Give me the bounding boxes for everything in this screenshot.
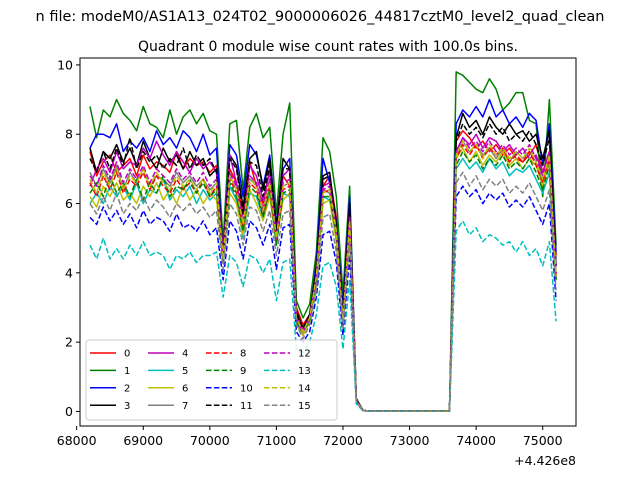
legend-label-1: 1 xyxy=(124,366,130,377)
legend-label-10: 10 xyxy=(240,383,253,394)
legend-label-5: 5 xyxy=(182,366,188,377)
legend-label-8: 8 xyxy=(240,349,246,360)
legend-box xyxy=(85,339,338,421)
y-tick-label-4: 4 xyxy=(65,265,73,280)
legend-label-4: 4 xyxy=(182,349,188,360)
series-line-11 xyxy=(89,123,557,412)
x-tick-label-74000: 74000 xyxy=(456,433,496,448)
series-line-13 xyxy=(89,220,557,412)
x-tick-label-75000: 75000 xyxy=(523,433,563,448)
series-line-15 xyxy=(89,171,557,412)
x-tick-label-68000: 68000 xyxy=(57,433,97,448)
legend-label-6: 6 xyxy=(182,383,188,394)
legend-label-7: 7 xyxy=(182,401,188,412)
series-line-3 xyxy=(89,112,557,412)
figure-suptitle: n file: modeM0/AS1A13_024T02_9000006026_… xyxy=(36,9,605,25)
y-tick-label-8: 8 xyxy=(65,127,73,142)
series-line-12 xyxy=(89,136,557,412)
series-line-9 xyxy=(89,150,557,412)
legend-label-3: 3 xyxy=(124,401,130,412)
legend-label-2: 2 xyxy=(124,383,130,394)
x-axis: 68000 69000 70000 71000 72000 73000 74000 75000 xyxy=(57,426,563,448)
series-line-14 xyxy=(89,140,557,412)
x-tick-label-69000: 69000 xyxy=(123,433,163,448)
y-tick-label-10: 10 xyxy=(57,57,73,72)
legend-label-9: 9 xyxy=(240,366,246,377)
legend-label-13: 13 xyxy=(298,366,311,377)
legend-label-12: 12 xyxy=(298,349,311,360)
x-tick-label-72000: 72000 xyxy=(323,433,363,448)
series-line-10 xyxy=(89,185,557,412)
chart-title: Quadrant 0 module wise count rates with … xyxy=(138,39,518,55)
series-line-1 xyxy=(89,71,557,412)
y-axis: 0 2 4 6 8 10 xyxy=(57,57,80,419)
axes-frame xyxy=(79,57,577,427)
legend-label-14: 14 xyxy=(298,383,311,394)
x-tick-label-71000: 71000 xyxy=(257,433,297,448)
series-line-2 xyxy=(89,98,557,412)
x-tick-label-70000: 70000 xyxy=(190,433,230,448)
x-tick-label-73000: 73000 xyxy=(390,433,430,448)
y-tick-label-0: 0 xyxy=(65,404,73,419)
legend-label-0: 0 xyxy=(124,349,130,360)
y-tick-label-2: 2 xyxy=(65,335,73,350)
legend-label-15: 15 xyxy=(298,401,311,412)
y-tick-label-6: 6 xyxy=(65,196,73,211)
legend-label-11: 11 xyxy=(240,401,253,412)
x-offset-label: +4.426e8 xyxy=(514,453,576,468)
series-layer xyxy=(89,71,557,412)
